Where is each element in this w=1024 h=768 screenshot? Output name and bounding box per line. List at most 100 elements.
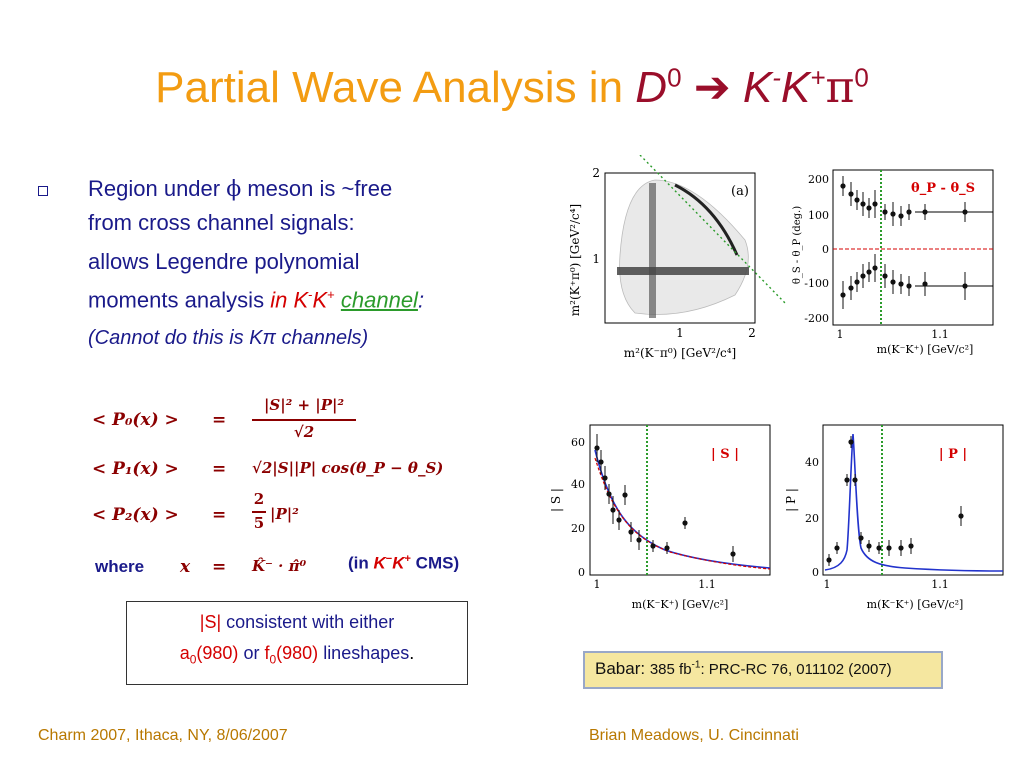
s-wave-frame xyxy=(589,424,771,576)
phase-point xyxy=(840,183,846,189)
phase-point xyxy=(854,279,860,285)
phase-point xyxy=(866,269,872,275)
box-f0-mass: (980) xyxy=(276,643,319,663)
phase-point xyxy=(890,279,896,285)
phase-frame xyxy=(832,169,994,326)
phase-point xyxy=(898,213,904,219)
eq-x-lhs: x xyxy=(180,557,191,577)
phase-point xyxy=(882,273,888,279)
s-wave-red-curve xyxy=(594,457,771,570)
p-wave-xtick: 1.1 xyxy=(931,578,949,591)
phase-point xyxy=(872,201,878,207)
s-wave-point xyxy=(636,537,642,543)
p-wave-fit-curve xyxy=(824,433,1004,572)
eq-p2-rhs: |P|² xyxy=(270,505,299,523)
title-d-sup: 0 xyxy=(667,62,682,93)
p-wave-point xyxy=(834,545,840,551)
phase-point xyxy=(906,209,912,215)
p-wave-point xyxy=(844,477,850,483)
eq-p0-denominator: √2 xyxy=(293,423,315,441)
s-wave-fit-curve xyxy=(594,449,771,569)
p-wave-plot: | P | 40 20 01 1.1 m(K⁻K⁺) [GeV/c²] | P | xyxy=(785,424,1004,611)
phase-point xyxy=(922,209,928,215)
phase-point xyxy=(962,283,968,289)
s-wave-xlabel: m(K⁻K⁺) [GeV/c²] xyxy=(632,598,729,611)
eq-equals-3: = xyxy=(212,505,227,525)
babar-ref: : PRC-RC 76, 011102 (2007) xyxy=(700,661,892,678)
eq-p2-frac-num: 2 xyxy=(253,490,265,508)
phase-legend: θ_P - θ_S xyxy=(911,181,975,196)
bullet-k2: K xyxy=(312,287,328,313)
eq-equals-2: = xyxy=(212,459,227,479)
dalitz-plot: m²(K⁺π⁰) [GeV²/c⁴] 1 2 1 2 m²(K⁻π⁰) [GeV… xyxy=(568,155,788,360)
arrow-icon: ➔ xyxy=(693,63,731,112)
phase-point xyxy=(962,209,968,215)
p-wave-point xyxy=(958,513,964,519)
phase-point xyxy=(898,281,904,287)
dalitz-ytick-2: 2 xyxy=(592,166,600,180)
dalitz-band-horizontal xyxy=(617,267,749,275)
eq-x-rhs: K̂⁻ · π̂⁰ xyxy=(252,557,307,575)
bullet-line4a: moments analysis xyxy=(88,287,271,313)
cms-k1: K xyxy=(373,553,386,573)
box-f0-sub: 0 xyxy=(269,652,277,667)
s-wave-point xyxy=(730,551,736,557)
p-wave-point xyxy=(886,545,892,551)
phase-ylabel: θ_S - θ_P (deg.) xyxy=(792,206,803,284)
box-period: . xyxy=(409,643,415,663)
phase-point xyxy=(848,191,854,197)
eq-p0-lhs: < P₀(x) > xyxy=(92,410,179,430)
cms-a: (in xyxy=(348,553,374,573)
babar-reference: Babar: 385 fb-1: PRC-RC 76, 011102 (2007… xyxy=(583,651,943,689)
s-wave-xtick: 1.1 xyxy=(698,578,716,591)
s-wave-point xyxy=(650,543,656,549)
dalitz-ylabel: m²(K⁺π⁰) [GeV²/c⁴] xyxy=(568,204,582,316)
s-wave-xtick: 1 xyxy=(594,578,601,591)
s-wave-ytick: 40 xyxy=(571,478,585,491)
title-pi: π xyxy=(825,62,855,113)
eq-p0-fraction-bar xyxy=(252,419,356,421)
s-wave-ytick: 20 xyxy=(571,522,585,535)
phase-point xyxy=(860,273,866,279)
box-s-label: |S| xyxy=(199,612,222,632)
box-or: or xyxy=(238,643,265,663)
box-f0: f xyxy=(264,643,270,663)
dalitz-band-vertical xyxy=(649,183,656,318)
eq-cms-note: (in K−K+ CMS) xyxy=(348,553,459,574)
s-wave-point xyxy=(602,475,608,481)
phase-point xyxy=(848,285,854,291)
cms-k2-sup: + xyxy=(404,553,411,565)
phase-point xyxy=(872,265,878,271)
footer-left: Charm 2007, Ithaca, NY, 8/06/2007 xyxy=(38,727,288,744)
p-wave-ytick: 0 xyxy=(812,566,819,579)
s-wave-plot: | S | 60 40 20 01 1.1 m(K⁻K⁺) [GeV/c²] | S | xyxy=(549,424,771,611)
box-a0-sub: 0 xyxy=(189,652,197,667)
dalitz-xtick-1: 1 xyxy=(676,326,684,340)
bullet-line5: (Cannot do this is Kπ channels) xyxy=(88,327,369,350)
bullet-line1a: Region under xyxy=(88,176,227,201)
dalitz-band-diagonal xyxy=(674,183,739,256)
eq-p0-numerator: |S|² + |P|² xyxy=(263,396,345,414)
cms-k1-sup: − xyxy=(385,553,393,565)
s-wave-ytick: 0 xyxy=(578,566,585,579)
phase-point xyxy=(866,205,872,211)
bullet-square-icon xyxy=(38,186,48,196)
p-wave-xlabel: m(K⁻K⁺) [GeV/c²] xyxy=(867,598,964,611)
p-wave-point xyxy=(826,557,832,563)
bullet-in: in xyxy=(270,287,294,313)
eq-p2-fraction-bar xyxy=(252,511,266,513)
babar-label: Babar: xyxy=(595,659,646,678)
phase-ytick: -100 xyxy=(804,277,829,290)
p-wave-point xyxy=(908,543,914,549)
phase-xtick: 1 xyxy=(837,328,844,341)
p-wave-point xyxy=(876,545,882,551)
box-a0: a xyxy=(179,643,190,663)
babar-lumi-sup: -1 xyxy=(691,659,701,671)
title-pi-sup: 0 xyxy=(854,62,869,93)
p-wave-frame xyxy=(822,424,1004,576)
eq-p1-lhs: < P₁(x) > xyxy=(92,459,179,479)
dalitz-region xyxy=(619,179,749,315)
bullet-line1b: meson is ~free xyxy=(241,176,393,201)
eq-p1-rhs: √2|S||P| cos(θ_P − θ_S) xyxy=(252,459,444,477)
p-wave-ytick: 40 xyxy=(805,456,819,469)
